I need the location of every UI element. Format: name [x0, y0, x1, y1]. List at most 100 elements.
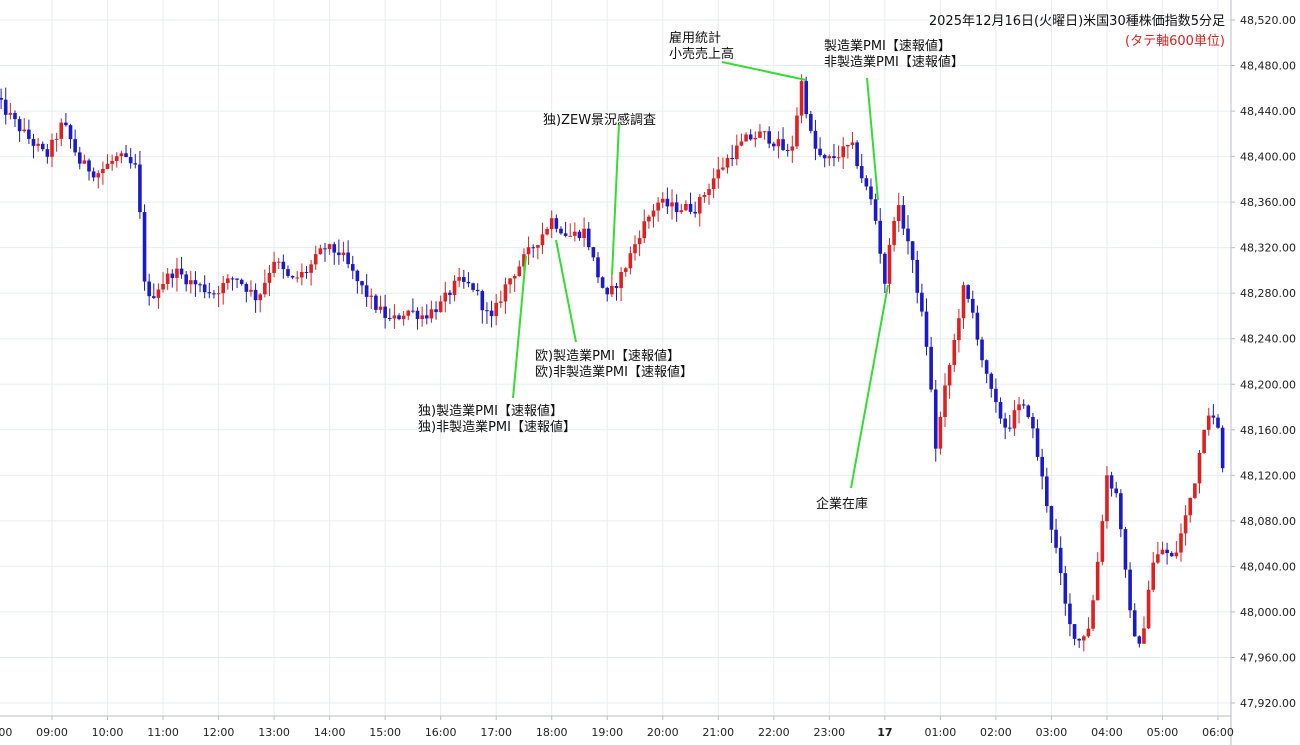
- x-tick-label: 23:00: [813, 726, 845, 739]
- candle-body: [1206, 415, 1211, 430]
- candle-body: [290, 275, 295, 278]
- x-tick-label: 01:00: [925, 726, 957, 739]
- candle-body: [54, 138, 59, 140]
- candle-body: [873, 199, 878, 221]
- candle-body: [1054, 529, 1058, 548]
- x-tick-label: 09:00: [36, 726, 68, 739]
- candle-body: [179, 268, 184, 275]
- candle-body: [647, 216, 651, 222]
- candle-body: [184, 274, 188, 285]
- x-tick-label: 21:00: [702, 726, 734, 739]
- candle-body: [17, 119, 22, 132]
- candle-body: [785, 149, 790, 151]
- candle-body: [721, 167, 725, 170]
- candle-body: [582, 228, 586, 239]
- candle-body: [480, 291, 485, 311]
- candle-body: [175, 268, 179, 278]
- candle-body: [656, 202, 660, 211]
- candle-body: [1109, 475, 1114, 489]
- candle-body: [836, 157, 841, 159]
- candle-body: [688, 203, 693, 212]
- annotation-label: 企業在庫: [816, 496, 868, 512]
- candle-body: [716, 169, 721, 179]
- candle-body: [869, 186, 873, 200]
- candle-body: [198, 284, 202, 286]
- candle-body: [156, 289, 161, 298]
- candle-body: [966, 285, 970, 299]
- x-axis-ticks: 08:00 09:00 10:00 11:00 12:00 13:00 14:00 15:00…: [0, 716, 1234, 739]
- candle-body: [545, 229, 549, 235]
- x-tick-label: 12:00: [203, 726, 235, 739]
- candle-body: [975, 312, 980, 340]
- candle-body: [101, 168, 105, 174]
- candle-body: [554, 218, 559, 229]
- x-tick-label: 06:00: [1202, 726, 1234, 739]
- candle-body: [711, 178, 716, 190]
- candle-body: [989, 373, 994, 389]
- candle-body: [822, 155, 827, 159]
- candle-body: [651, 210, 656, 217]
- candle-body: [401, 315, 406, 320]
- candle-body: [693, 211, 697, 214]
- candle-body: [165, 273, 170, 284]
- candle-body: [105, 163, 110, 169]
- candle-body: [406, 310, 411, 316]
- candle-body: [1183, 515, 1188, 534]
- y-tick-label: 48,320.00: [1240, 242, 1296, 255]
- candle-body: [1160, 549, 1165, 555]
- candle-body: [799, 81, 804, 116]
- annotation-label: 小売売上高: [669, 46, 734, 62]
- candle-body: [753, 137, 758, 140]
- candle-body: [1114, 488, 1119, 494]
- candle-body: [549, 218, 554, 230]
- candle-body: [383, 306, 387, 318]
- candle-body: [674, 202, 679, 213]
- candle-body: [855, 142, 859, 167]
- candle-body: [906, 228, 910, 242]
- candle-body: [980, 339, 984, 361]
- candle-body: [40, 143, 45, 150]
- candle-body: [1132, 610, 1137, 637]
- candle-body: [943, 385, 947, 417]
- candle-body: [758, 131, 762, 138]
- candle-body: [341, 252, 346, 256]
- candle-body: [73, 139, 77, 153]
- annotation-label: 独)ZEW景況感調査: [543, 112, 656, 128]
- candle-body: [790, 146, 795, 151]
- candle-body: [832, 156, 836, 159]
- candle-body: [151, 296, 156, 298]
- candle-body: [1017, 404, 1021, 411]
- candle-body: [961, 285, 966, 319]
- y-tick-label: 48,440.00: [1240, 105, 1296, 118]
- x-tick-label: 14:00: [314, 726, 346, 739]
- candle-body: [309, 264, 313, 273]
- candle-body: [110, 160, 114, 164]
- candle-body: [517, 266, 522, 277]
- candle-body: [466, 281, 471, 284]
- y-tick-label: 48,040.00: [1240, 560, 1296, 573]
- candle-body: [1151, 562, 1156, 590]
- candle-body: [878, 220, 883, 254]
- annotation-leader-line: [850, 284, 889, 489]
- candle-body: [267, 272, 272, 283]
- x-tick-label: 19:00: [591, 726, 623, 739]
- candle-body: [813, 130, 818, 149]
- candle-body: [212, 293, 216, 295]
- candle-body: [392, 315, 397, 319]
- candle-body: [68, 125, 73, 140]
- candle-body: [901, 205, 906, 229]
- candle-body: [207, 292, 212, 294]
- y-axis-ticks: 48,520.00 48,480.00 48,440.00 48,400.00 48,3…: [1231, 14, 1296, 710]
- x-tick-label: 08:00: [0, 726, 12, 739]
- candle-body: [443, 292, 448, 302]
- candle-body: [619, 271, 623, 289]
- candle-body: [313, 254, 318, 265]
- candle-body: [304, 271, 309, 273]
- candles: [0, 74, 1225, 652]
- candle-body: [226, 278, 230, 284]
- x-tick-label: 20:00: [647, 726, 679, 739]
- candle-body: [355, 270, 360, 282]
- candle-body: [8, 113, 13, 115]
- candle-body: [1179, 533, 1183, 553]
